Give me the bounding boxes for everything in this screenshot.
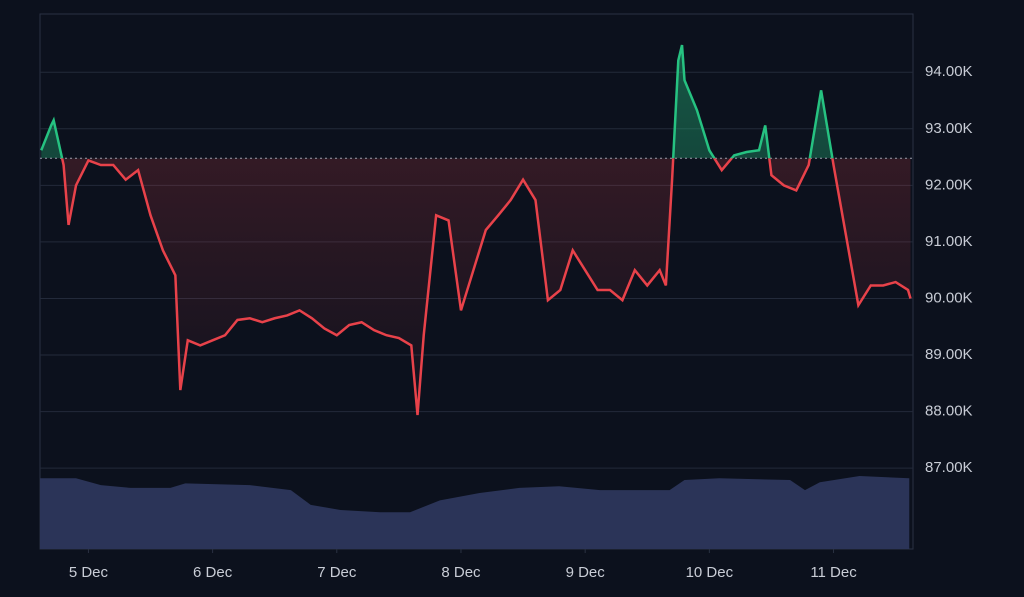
y-tick-label: 92.00K: [925, 176, 973, 193]
price-line-up: [40, 44, 834, 159]
y-tick-label: 93.00K: [925, 120, 973, 137]
y-tick-label: 87.00K: [925, 459, 973, 476]
y-tick-label: 88.00K: [925, 403, 973, 420]
x-tick-label: 5 Dec: [69, 564, 109, 581]
x-tick-label: 11 Dec: [810, 564, 857, 581]
price-line-down: [60, 158, 912, 416]
area-below: [62, 158, 911, 415]
x-tick-label: 7 Dec: [317, 564, 357, 581]
volume-area: [40, 476, 910, 549]
x-tick-label: 9 Dec: [566, 564, 606, 581]
x-tick-label: 6 Dec: [193, 564, 233, 581]
x-tick-label: 8 Dec: [441, 564, 481, 581]
y-tick-label: 94.00K: [925, 63, 973, 80]
y-tick-label: 90.00K: [925, 289, 973, 306]
y-tick-label: 91.00K: [925, 233, 973, 250]
plot-area: [39, 13, 914, 550]
x-tick-label: 10 Dec: [686, 564, 734, 581]
area-above: [41, 45, 911, 159]
y-tick-label: 89.00K: [925, 346, 973, 363]
